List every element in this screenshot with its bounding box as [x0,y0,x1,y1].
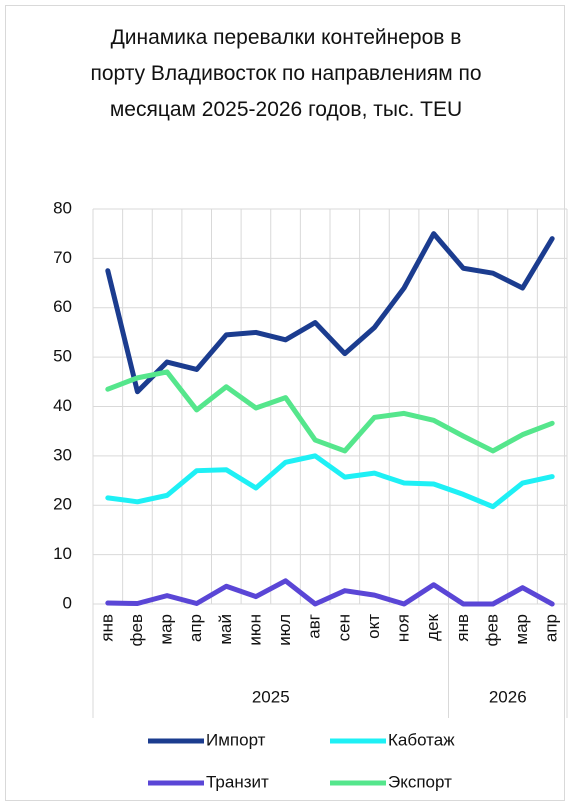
y-tick-label: 40 [53,396,72,415]
y-tick-label: 0 [63,593,72,612]
legend-label: Экспорт [388,772,452,791]
series-line [105,453,555,510]
x-tick-label: фев [482,614,501,646]
y-tick-label: 20 [53,495,72,514]
x-tick-label: ноя [394,614,413,642]
y-tick-label: 70 [53,248,72,267]
y-tick-label: 80 [53,198,72,217]
x-tick-label: май [216,614,235,645]
y-tick-label: 60 [53,297,72,316]
legend-label: Импорт [206,730,266,749]
group-label: 2025 [252,687,290,706]
x-tick-label: мар [512,614,531,645]
x-tick-label: фев [127,614,146,646]
x-tick-label: янв [453,614,472,642]
y-tick-label: 10 [53,544,72,563]
series-line [105,578,555,607]
x-tick-label: янв [97,614,116,642]
x-tick-label: апр [542,614,561,642]
x-tick-label: сен [334,614,353,641]
x-tick-label: дек [423,613,442,640]
x-tick-label: окт [364,614,383,639]
group-label: 2026 [489,687,527,706]
x-tick-label: июл [275,614,294,646]
legend-label: Каботаж [388,730,455,749]
y-tick-label: 30 [53,445,72,464]
x-tick-label: апр [186,614,205,642]
legend-label: Транзит [206,772,269,791]
x-tick-label: авг [305,614,324,639]
y-tick-label: 50 [53,347,72,366]
x-tick-label: июн [245,614,264,646]
chart-frame [5,5,565,801]
series-line [105,231,555,395]
chart-title: Динамика перевалки контейнеров в порту В… [90,26,482,121]
x-tick-label: мар [157,614,176,645]
series-line [105,369,555,454]
